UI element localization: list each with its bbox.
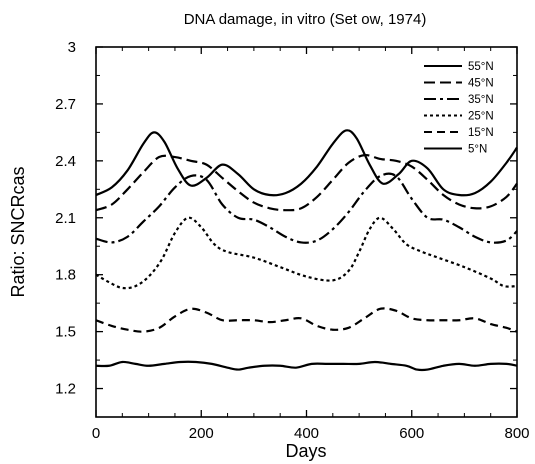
- x-tick-label: 800: [504, 425, 529, 442]
- axis-ticks: [95, 46, 518, 417]
- x-tick-label: 200: [189, 425, 214, 442]
- series-line-2: [95, 153, 518, 212]
- tick-labels: 0 200 400 600 800 1.2 1.5 1.8 2.1 2.4 2.7 3: [55, 39, 529, 442]
- series-line-1: [95, 129, 518, 197]
- x-axis-title: Days: [285, 441, 326, 461]
- legend-label: 15°N: [468, 127, 494, 139]
- legend-label: 45°N: [468, 78, 494, 90]
- legend-label: 25°N: [468, 111, 494, 123]
- x-tick-label: 400: [294, 425, 319, 442]
- y-tick-label: 2.1: [55, 210, 76, 227]
- y-tick-label: 2.4: [55, 153, 76, 170]
- legend-label: 35°N: [468, 94, 494, 106]
- series-lines: [95, 129, 518, 372]
- series-line-3: [95, 172, 518, 244]
- y-tick-label: 1.2: [55, 381, 76, 398]
- x-tick-label: 600: [399, 425, 424, 442]
- series-line-6: [95, 360, 518, 372]
- legend-label: 5°N: [468, 144, 487, 156]
- y-axis-title: Ratio: SNCRcas: [8, 166, 28, 297]
- y-tick-label: 3: [68, 39, 76, 56]
- plot-frame: [95, 46, 518, 418]
- y-tick-label: 1.8: [55, 267, 76, 284]
- series-line-5: [95, 307, 518, 333]
- y-tick-label: 1.5: [55, 324, 76, 341]
- x-tick-label: 0: [92, 425, 100, 442]
- legend: 55°N 45°N 35°N 25°N 15°N 5°N: [424, 61, 494, 156]
- legend-label: 55°N: [468, 61, 494, 73]
- y-tick-label: 2.7: [55, 96, 76, 113]
- chart-title: DNA damage, in vitro (Set ow, 1974): [184, 11, 427, 28]
- series-line-4: [95, 216, 518, 290]
